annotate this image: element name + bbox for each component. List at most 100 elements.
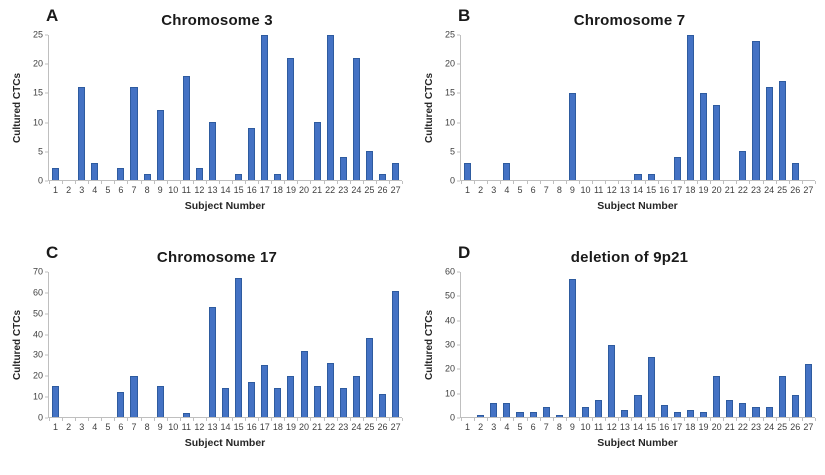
x-tick-label: 16	[246, 422, 257, 432]
x-tick-label: 21	[724, 185, 735, 195]
x-tick-mark	[88, 418, 90, 421]
bar-slot	[337, 272, 350, 417]
bar	[595, 400, 603, 417]
bar-slot	[75, 272, 88, 417]
chart-panel-c: C Chromosome 17 Cultured CTCs 0 10 20 30 40 5…	[0, 237, 412, 475]
x-tick-mark	[657, 418, 659, 421]
plot-area	[48, 35, 402, 181]
x-tick-mark	[605, 181, 607, 184]
bar-slot	[658, 35, 671, 180]
x-tick-label: 17	[259, 422, 270, 432]
bar-slot	[684, 272, 697, 417]
bar	[300, 350, 308, 417]
bar-slot	[487, 35, 500, 180]
x-tick-mark	[179, 181, 181, 184]
plot-area	[48, 272, 402, 418]
bar	[195, 168, 203, 180]
bar	[516, 412, 524, 417]
y-tick-label: 20	[444, 58, 455, 69]
bar-slot	[749, 272, 762, 417]
bar	[464, 162, 472, 180]
x-tick-mark	[218, 418, 220, 421]
bar-slot	[75, 35, 88, 180]
x-tick-label: 15	[233, 185, 244, 195]
bar	[503, 402, 511, 417]
x-tick-label: 14	[220, 422, 231, 432]
bar-slot	[500, 272, 513, 417]
x-axis-labels: 1 2 3 4 5 6 7 8 9 10 11 12 13 14 15 16 17 18 19 20 21 22 23 24 2…	[461, 421, 815, 433]
x-tick-mark	[62, 418, 64, 421]
y-tick-label: 50	[32, 308, 43, 319]
x-tick-label: 3	[491, 185, 497, 195]
x-tick-label: 6	[530, 422, 536, 432]
x-tick-mark	[245, 181, 247, 184]
x-tick-label: 4	[92, 185, 98, 195]
x-tick-label: 22	[737, 422, 748, 432]
x-tick-label: 10	[580, 422, 591, 432]
x-tick-mark	[349, 181, 351, 184]
x-tick-label: 24	[351, 185, 362, 195]
bar-slot	[566, 35, 579, 180]
bar-slot	[645, 35, 658, 180]
bar-slot	[631, 272, 644, 417]
y-axis-label: Cultured CTCs	[423, 73, 435, 143]
bar	[739, 151, 747, 180]
x-tick-label: 3	[79, 185, 85, 195]
x-tick-label: 27	[803, 422, 814, 432]
x-axis-ticks	[461, 181, 816, 184]
bar-slot	[337, 35, 350, 180]
y-tick-mark	[457, 122, 460, 124]
x-tick-mark	[605, 418, 607, 421]
x-tick-mark	[232, 181, 234, 184]
x-tick-mark	[710, 418, 712, 421]
x-tick-mark	[258, 181, 260, 184]
bar-slot	[193, 272, 206, 417]
panel-letter-c: C	[46, 243, 59, 262]
bar	[529, 412, 537, 417]
x-tick-mark	[736, 181, 738, 184]
x-tick-label: 15	[646, 185, 657, 195]
bar	[117, 168, 125, 180]
bar	[117, 392, 125, 417]
bar	[568, 279, 576, 417]
bar-slot	[297, 35, 310, 180]
x-tick-mark	[75, 418, 77, 421]
bar	[235, 278, 243, 417]
x-tick-mark	[101, 418, 103, 421]
x-tick-label: 20	[711, 422, 722, 432]
y-tick-label: 30	[32, 349, 43, 360]
bar	[352, 375, 360, 417]
x-tick-mark	[205, 181, 207, 184]
x-tick-label: 16	[659, 185, 670, 195]
x-tick-mark	[49, 418, 50, 421]
x-tick-label: 18	[272, 185, 283, 195]
bar	[634, 395, 642, 417]
x-tick-label: 11	[593, 185, 604, 195]
x-tick-label: 15	[646, 422, 657, 432]
x-axis-labels: 1 2 3 4 5 6 7 8 9 10 11 12 13 14 15 16 17 18 19 20 21 22 23 24 2…	[49, 184, 402, 196]
x-tick-label: 22	[325, 422, 336, 432]
bar-slot	[697, 272, 710, 417]
bar-slot	[710, 272, 723, 417]
y-tick-label: 0	[449, 412, 455, 423]
x-tick-label: 3	[491, 422, 497, 432]
y-axis-label: Cultured CTCs	[11, 73, 23, 143]
x-tick-label: 11	[593, 422, 604, 432]
x-tick-label: 10	[580, 185, 591, 195]
x-tick-mark	[388, 181, 390, 184]
x-tick-mark	[127, 181, 129, 184]
x-tick-label: 6	[530, 185, 536, 195]
bar	[78, 87, 86, 180]
bar-slot	[553, 35, 566, 180]
x-tick-mark	[670, 181, 672, 184]
bar-slot	[284, 35, 297, 180]
y-tick-mark	[45, 122, 48, 124]
bar	[182, 75, 190, 180]
bar-slot	[513, 35, 526, 180]
y-tick-label: 15	[444, 87, 455, 98]
x-tick-label: 14	[632, 185, 643, 195]
y-axis: 0 5 10 15 20 25	[24, 30, 48, 185]
bar-slot	[101, 272, 114, 417]
bars	[461, 272, 815, 417]
